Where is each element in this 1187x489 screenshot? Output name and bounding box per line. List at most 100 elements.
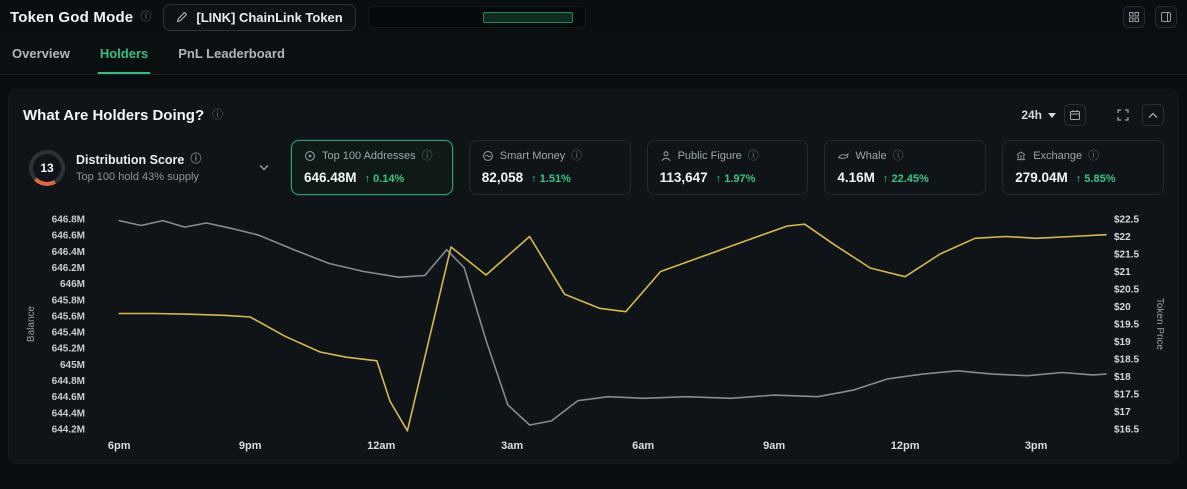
svg-text:646.2M: 646.2M [52, 263, 85, 274]
svg-text:645.2M: 645.2M [52, 344, 85, 355]
svg-text:$17: $17 [1114, 407, 1131, 418]
page-title: Token God Mode [10, 8, 134, 26]
holders-balance-price-chart[interactable]: 646.8M 646.6M 646.4M 646.2M 646M 645.8M 645.6M… [23, 207, 1164, 459]
svg-text:644.2M: 644.2M [52, 425, 85, 436]
holders-panel: What Are Holders Doing? ⓘ 24h [8, 89, 1179, 464]
token-search-bar[interactable] [367, 6, 586, 28]
token-sparkline-badge [482, 11, 573, 23]
stat-value: 82,058 [481, 170, 524, 185]
svg-text:6pm: 6pm [108, 440, 131, 452]
svg-text:644.8M: 644.8M [52, 376, 85, 387]
panel-controls: 24h [1021, 104, 1164, 126]
stat-label-text: Public Figure [677, 150, 742, 162]
svg-text:$18: $18 [1114, 372, 1131, 383]
section-tabs: Overview Holders PnL Leaderboard [0, 32, 1187, 75]
svg-text:$22: $22 [1114, 232, 1131, 243]
stat-label-text: Smart Money [499, 150, 566, 162]
collapse-button[interactable] [1142, 104, 1164, 126]
page: Token God Mode ⓘ [LINK] ChainLink Token [0, 0, 1187, 464]
calendar-button[interactable] [1064, 104, 1086, 126]
svg-text:$21: $21 [1114, 267, 1131, 278]
stat-card-whale[interactable]: Whale ⓘ 4.16M ↑ 22.45% [824, 140, 987, 195]
svg-text:Balance: Balance [26, 305, 37, 342]
chevron-up-icon [1148, 112, 1158, 118]
svg-text:$22.5: $22.5 [1114, 215, 1139, 226]
balance-line [118, 219, 1107, 426]
stat-info-icon[interactable]: ⓘ [892, 149, 904, 162]
stat-change: ↑ 5.85% [1075, 173, 1116, 185]
stat-card-top-100-addresses[interactable]: Top 100 Addresses ⓘ 646.48M ↑ 0.14% [291, 140, 453, 195]
token-select-button[interactable]: [LINK] ChainLink Token [163, 3, 356, 31]
svg-text:6am: 6am [632, 440, 654, 452]
svg-text:646.6M: 646.6M [52, 231, 85, 242]
stat-card-smart-money[interactable]: Smart Money ⓘ 82,058 ↑ 1.51% [468, 140, 631, 195]
topbar-action-button-2[interactable] [1155, 6, 1177, 28]
edit-pencil-icon [177, 11, 188, 23]
fullscreen-button[interactable] [1112, 104, 1134, 126]
stat-info-icon[interactable]: ⓘ [1088, 149, 1100, 162]
svg-text:646.8M: 646.8M [52, 215, 85, 226]
svg-text:645.4M: 645.4M [52, 328, 85, 339]
svg-text:$19.5: $19.5 [1114, 320, 1139, 331]
stat-value: 279.04M [1015, 170, 1068, 185]
topbar: Token God Mode ⓘ [LINK] ChainLink Token [0, 0, 1187, 32]
svg-text:$19: $19 [1114, 337, 1131, 348]
svg-text:Token Price: Token Price [1154, 298, 1164, 351]
tab-pnl-leaderboard[interactable]: PnL Leaderboard [178, 46, 285, 61]
svg-text:645.8M: 645.8M [52, 295, 85, 306]
svg-text:646.4M: 646.4M [52, 247, 85, 258]
whale-icon [838, 152, 850, 159]
title-info-icon[interactable]: ⓘ [140, 10, 152, 23]
panel-icon [1161, 12, 1171, 22]
stat-info-icon[interactable]: ⓘ [421, 149, 433, 162]
topbar-actions [1123, 6, 1177, 28]
distribution-info-icon[interactable]: ⓘ [190, 153, 202, 165]
calendar-icon [1070, 110, 1080, 120]
svg-text:645M: 645M [60, 360, 85, 371]
public-figure-icon [660, 151, 671, 161]
token-button-label: [LINK] ChainLink Token [196, 9, 343, 25]
tab-holders[interactable]: Holders [97, 32, 151, 74]
stat-label-text: Whale [855, 150, 887, 162]
stat-info-icon[interactable]: ⓘ [747, 149, 759, 162]
stat-label-text: Exchange [1033, 150, 1083, 162]
svg-text:645.6M: 645.6M [52, 311, 85, 322]
svg-text:3pm: 3pm [1025, 440, 1048, 452]
grid-icon [1129, 12, 1139, 22]
distribution-score-ring: 13 [29, 149, 65, 186]
stat-change: ↑ 0.14% [364, 173, 405, 185]
timeframe-label: 24h [1021, 108, 1042, 122]
svg-text:9am: 9am [763, 440, 785, 452]
tab-overview[interactable]: Overview [12, 46, 70, 61]
stat-change: ↑ 1.97% [715, 173, 756, 185]
svg-text:$20: $20 [1114, 302, 1131, 313]
distribution-score-value: 13 [33, 153, 61, 182]
distribution-score-subtitle: Top 100 hold 43% supply [76, 170, 199, 183]
stat-card-public-figure[interactable]: Public Figure ⓘ 113,647 ↑ 1.97% [646, 140, 809, 195]
svg-text:644.4M: 644.4M [52, 408, 85, 419]
caret-down-icon [1048, 112, 1056, 118]
fullscreen-icon [1117, 109, 1129, 121]
stat-change: ↑ 1.51% [531, 173, 571, 185]
svg-text:12pm: 12pm [891, 440, 920, 452]
svg-text:$16.5: $16.5 [1114, 425, 1139, 436]
svg-text:$20.5: $20.5 [1114, 285, 1139, 296]
chevron-down-icon[interactable] [259, 164, 269, 171]
panel-header: What Are Holders Doing? ⓘ 24h [23, 102, 1164, 128]
svg-text:3am: 3am [501, 440, 523, 452]
stat-value: 113,647 [659, 170, 708, 185]
distribution-score-card[interactable]: 13 Distribution Score ⓘ Top 100 hold 43%… [23, 140, 275, 195]
page-title-group: Token God Mode ⓘ [10, 9, 151, 26]
holder-stats-row: 13 Distribution Score ⓘ Top 100 hold 43%… [23, 140, 1164, 195]
stat-card-exchange[interactable]: Exchange ⓘ 279.04M ↑ 5.85% [1002, 140, 1164, 195]
token-price-line [118, 223, 1107, 432]
stat-value: 646.48M [304, 170, 357, 185]
stat-change: ↑ 22.45% [882, 173, 929, 185]
timeframe-select[interactable]: 24h [1021, 108, 1056, 122]
stat-label-text: Top 100 Addresses [322, 150, 416, 162]
stat-value: 4.16M [837, 170, 875, 185]
panel-info-icon[interactable]: ⓘ [212, 108, 224, 121]
svg-text:$21.5: $21.5 [1114, 250, 1139, 261]
stat-info-icon[interactable]: ⓘ [571, 149, 583, 162]
topbar-action-button-1[interactable] [1123, 6, 1145, 28]
